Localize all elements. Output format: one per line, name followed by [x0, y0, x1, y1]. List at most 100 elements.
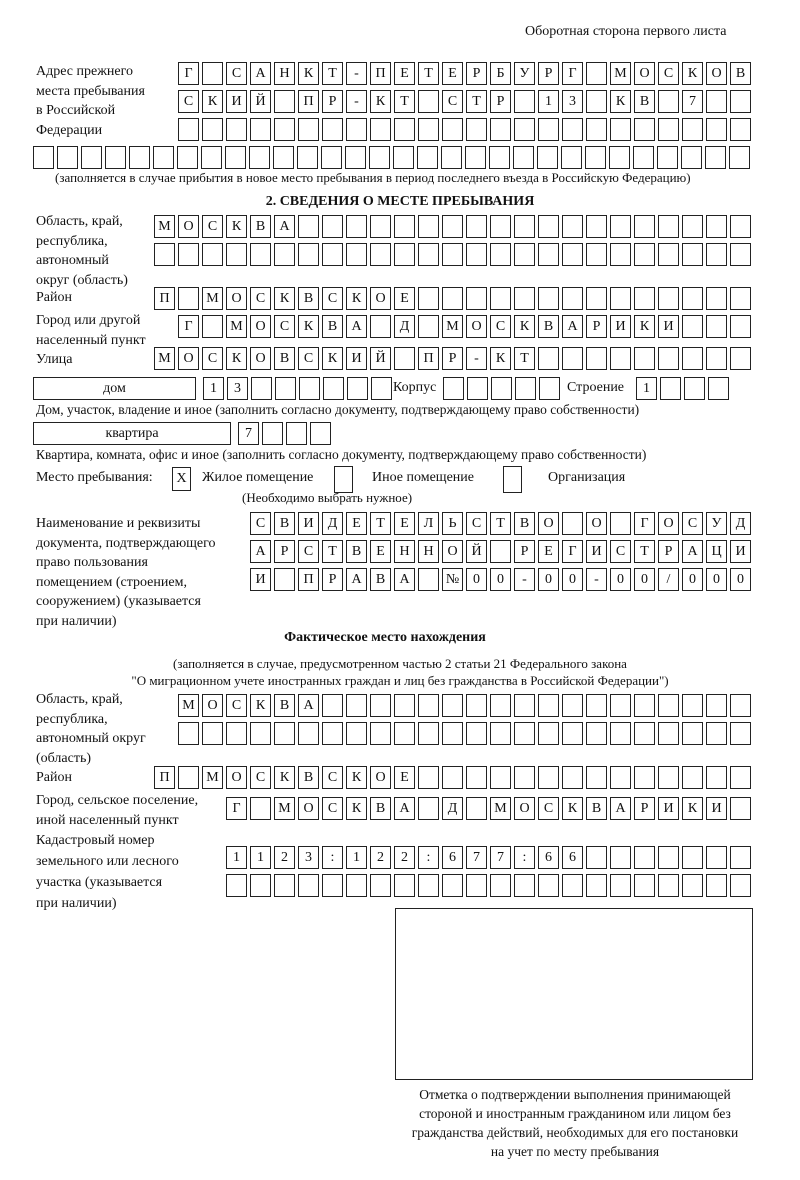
char-cell[interactable] — [178, 766, 199, 789]
char-cell[interactable] — [514, 90, 535, 113]
char-cell[interactable]: В — [370, 568, 391, 591]
char-cell[interactable] — [442, 722, 463, 745]
char-cell[interactable] — [202, 62, 223, 85]
char-cell[interactable]: С — [442, 90, 463, 113]
char-cell[interactable] — [562, 766, 583, 789]
char-cell[interactable] — [586, 62, 607, 85]
char-cell[interactable] — [418, 90, 439, 113]
char-cell[interactable] — [250, 722, 271, 745]
char-cell[interactable]: 0 — [634, 568, 655, 591]
char-cell[interactable] — [490, 287, 511, 310]
char-cell[interactable]: Г — [562, 540, 583, 563]
char-cell[interactable]: Р — [322, 568, 343, 591]
char-cell[interactable]: С — [250, 287, 271, 310]
char-cell[interactable]: 2 — [370, 846, 391, 869]
char-cell[interactable] — [708, 377, 729, 400]
char-cell[interactable]: Р — [538, 62, 559, 85]
char-cell[interactable] — [370, 694, 391, 717]
char-cell[interactable] — [706, 694, 727, 717]
char-cell[interactable] — [634, 846, 655, 869]
char-cell[interactable]: 7 — [490, 846, 511, 869]
char-cell[interactable] — [730, 874, 751, 897]
char-cell[interactable] — [466, 694, 487, 717]
char-cell[interactable] — [538, 694, 559, 717]
char-cell[interactable]: С — [226, 694, 247, 717]
char-cell[interactable] — [274, 118, 295, 141]
char-cell[interactable] — [706, 287, 727, 310]
char-cell[interactable]: М — [226, 315, 247, 338]
char-cell[interactable] — [250, 874, 271, 897]
char-cell[interactable]: Е — [346, 512, 367, 535]
char-cell[interactable] — [466, 722, 487, 745]
char-cell[interactable] — [514, 118, 535, 141]
char-cell[interactable]: Г — [178, 315, 199, 338]
char-cell[interactable] — [706, 766, 727, 789]
char-cell[interactable]: Г — [226, 797, 247, 820]
char-cell[interactable] — [250, 797, 271, 820]
char-cell[interactable]: 0 — [610, 568, 631, 591]
char-cell[interactable]: В — [274, 512, 295, 535]
char-cell[interactable] — [586, 722, 607, 745]
char-cell[interactable]: К — [250, 694, 271, 717]
char-cell[interactable]: К — [514, 315, 535, 338]
char-cell[interactable]: Т — [466, 90, 487, 113]
char-cell[interactable]: Б — [490, 62, 511, 85]
char-cell[interactable]: Е — [394, 766, 415, 789]
char-cell[interactable]: Л — [418, 512, 439, 535]
char-cell[interactable] — [514, 874, 535, 897]
char-cell[interactable] — [706, 347, 727, 370]
char-cell[interactable] — [634, 243, 655, 266]
char-cell[interactable] — [730, 243, 751, 266]
char-cell[interactable]: И — [658, 797, 679, 820]
char-cell[interactable] — [490, 766, 511, 789]
char-cell[interactable] — [466, 118, 487, 141]
char-cell[interactable] — [274, 243, 295, 266]
char-cell[interactable] — [610, 287, 631, 310]
char-cell[interactable]: - — [466, 347, 487, 370]
char-cell[interactable]: 1 — [226, 846, 247, 869]
char-cell[interactable]: 0 — [538, 568, 559, 591]
char-cell[interactable]: С — [322, 797, 343, 820]
char-cell[interactable] — [154, 243, 175, 266]
char-cell[interactable]: С — [202, 347, 223, 370]
char-cell[interactable]: Г — [178, 62, 199, 85]
char-cell[interactable] — [610, 846, 631, 869]
char-cell[interactable] — [633, 146, 654, 169]
char-cell[interactable] — [490, 243, 511, 266]
char-cell[interactable]: Й — [370, 347, 391, 370]
char-cell[interactable] — [393, 146, 414, 169]
char-cell[interactable]: С — [538, 797, 559, 820]
char-cell[interactable]: Д — [730, 512, 751, 535]
checkbox-other-premises[interactable] — [334, 466, 353, 493]
char-cell[interactable] — [202, 722, 223, 745]
char-cell[interactable] — [682, 243, 703, 266]
char-cell[interactable]: О — [370, 766, 391, 789]
char-cell[interactable] — [610, 118, 631, 141]
char-cell[interactable] — [610, 243, 631, 266]
char-cell[interactable] — [634, 347, 655, 370]
char-cell[interactable] — [370, 874, 391, 897]
char-cell[interactable] — [538, 243, 559, 266]
char-cell[interactable] — [538, 287, 559, 310]
char-cell[interactable] — [634, 722, 655, 745]
char-cell[interactable] — [178, 287, 199, 310]
char-cell[interactable]: Г — [562, 62, 583, 85]
char-cell[interactable] — [658, 694, 679, 717]
char-cell[interactable] — [658, 766, 679, 789]
char-cell[interactable] — [586, 118, 607, 141]
char-cell[interactable] — [394, 722, 415, 745]
char-cell[interactable] — [561, 146, 582, 169]
char-cell[interactable]: Р — [274, 540, 295, 563]
char-cell[interactable] — [202, 243, 223, 266]
char-cell[interactable]: 2 — [274, 846, 295, 869]
char-cell[interactable]: И — [226, 90, 247, 113]
char-cell[interactable]: К — [346, 287, 367, 310]
char-cell[interactable] — [442, 287, 463, 310]
char-cell[interactable]: В — [322, 315, 343, 338]
char-cell[interactable]: С — [250, 766, 271, 789]
char-cell[interactable] — [515, 377, 536, 400]
char-cell[interactable] — [658, 243, 679, 266]
char-cell[interactable]: М — [490, 797, 511, 820]
char-cell[interactable] — [322, 118, 343, 141]
char-cell[interactable] — [562, 287, 583, 310]
